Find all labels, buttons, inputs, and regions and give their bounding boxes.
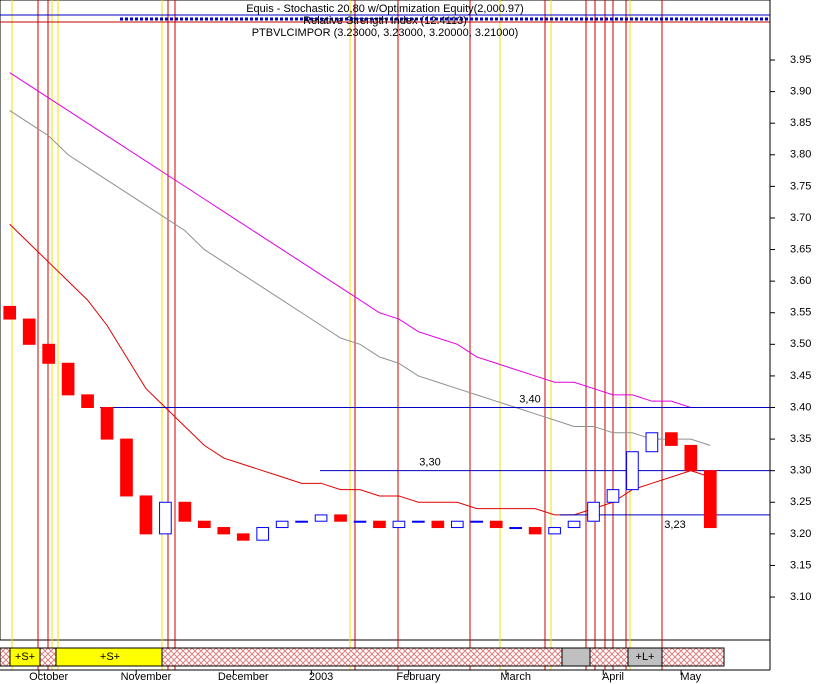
header-text: Relative Strength Index (12.4113) [303, 15, 467, 27]
candle [139, 495, 153, 535]
candle [665, 432, 678, 446]
y-tick-label: 3.40 [790, 401, 811, 413]
candle [256, 527, 270, 541]
plot-area [0, 0, 771, 641]
y-tick-label: 3.25 [790, 496, 811, 508]
y-tick-label: 3.90 [790, 86, 811, 98]
candle [217, 527, 231, 535]
y-tick-label: 3.95 [790, 54, 811, 66]
y-tick-label: 3.80 [790, 149, 811, 161]
candle [159, 501, 172, 535]
signal-zone [55, 647, 163, 667]
candle [42, 343, 55, 364]
y-tick-label: 3.50 [790, 338, 811, 350]
candle [373, 520, 386, 529]
candle [275, 520, 289, 529]
candle [3, 305, 17, 320]
x-tick-label: December [218, 671, 269, 683]
y-tick-label: 3.15 [790, 559, 811, 571]
y-tick-label: 3.75 [790, 180, 811, 192]
candle [431, 520, 445, 529]
candle [236, 533, 250, 541]
signal-zone [9, 647, 41, 667]
candle [509, 527, 523, 530]
y-tick-label: 3.55 [790, 307, 811, 319]
y-tick-label: 3.65 [790, 243, 811, 255]
y-tick-label: 3.70 [790, 212, 811, 224]
x-tick-label: February [396, 671, 441, 683]
candle [528, 527, 542, 535]
candle [353, 520, 367, 523]
candle [567, 520, 581, 529]
candle [470, 520, 484, 523]
candle [392, 520, 406, 529]
candle [548, 527, 561, 535]
candle [178, 501, 192, 522]
candle [684, 444, 698, 472]
moving-average [9, 72, 711, 409]
candle [606, 489, 620, 503]
signal-zone [561, 647, 591, 667]
x-tick-label: May [680, 671, 701, 683]
signal-lines [11, 0, 663, 670]
candle [61, 362, 75, 396]
signal-label: +S+ [15, 651, 35, 663]
candle [645, 432, 659, 453]
candle [100, 407, 114, 440]
candle [703, 470, 717, 529]
x-tick-label: April [602, 671, 624, 683]
signal-label: +S+ [100, 651, 120, 663]
x-tick-label: October [29, 671, 68, 683]
signal-label: +L+ [636, 651, 655, 663]
y-tick-label: 3.45 [790, 370, 811, 382]
x-tick-label: November [121, 671, 172, 683]
y-tick-label: 3.35 [790, 433, 811, 445]
candle [412, 520, 425, 523]
candle [489, 520, 503, 529]
candle [81, 394, 94, 409]
level-label: 3,23 [664, 519, 685, 531]
candle [197, 520, 211, 529]
header-text: Equis - Stochastic 20,80 w/Optimization … [246, 3, 524, 15]
y-tick-label: 3.10 [790, 591, 811, 603]
candle [314, 514, 328, 522]
x-tick-label: March [500, 671, 531, 683]
y-tick-label: 3.30 [790, 465, 811, 477]
y-tick-label: 3.20 [790, 528, 811, 540]
level-label: 3,30 [419, 457, 440, 469]
candle [587, 501, 600, 522]
x-tick-label: 2003 [309, 671, 333, 683]
candle [626, 451, 639, 491]
candle [295, 520, 308, 523]
signal-ribbon [0, 647, 725, 667]
candle [22, 318, 36, 345]
y-tick-label: 3.85 [790, 117, 811, 129]
level-label: 3,40 [519, 393, 540, 405]
header-text: PTBVLCIMPOR (3.23000, 3.23000, 3.20000, … [252, 27, 519, 39]
candle [334, 514, 347, 522]
candle [450, 520, 464, 529]
y-tick-label: 3.60 [790, 275, 811, 287]
signal-zone [627, 647, 663, 667]
moving-average [9, 110, 711, 446]
candle [120, 438, 133, 497]
